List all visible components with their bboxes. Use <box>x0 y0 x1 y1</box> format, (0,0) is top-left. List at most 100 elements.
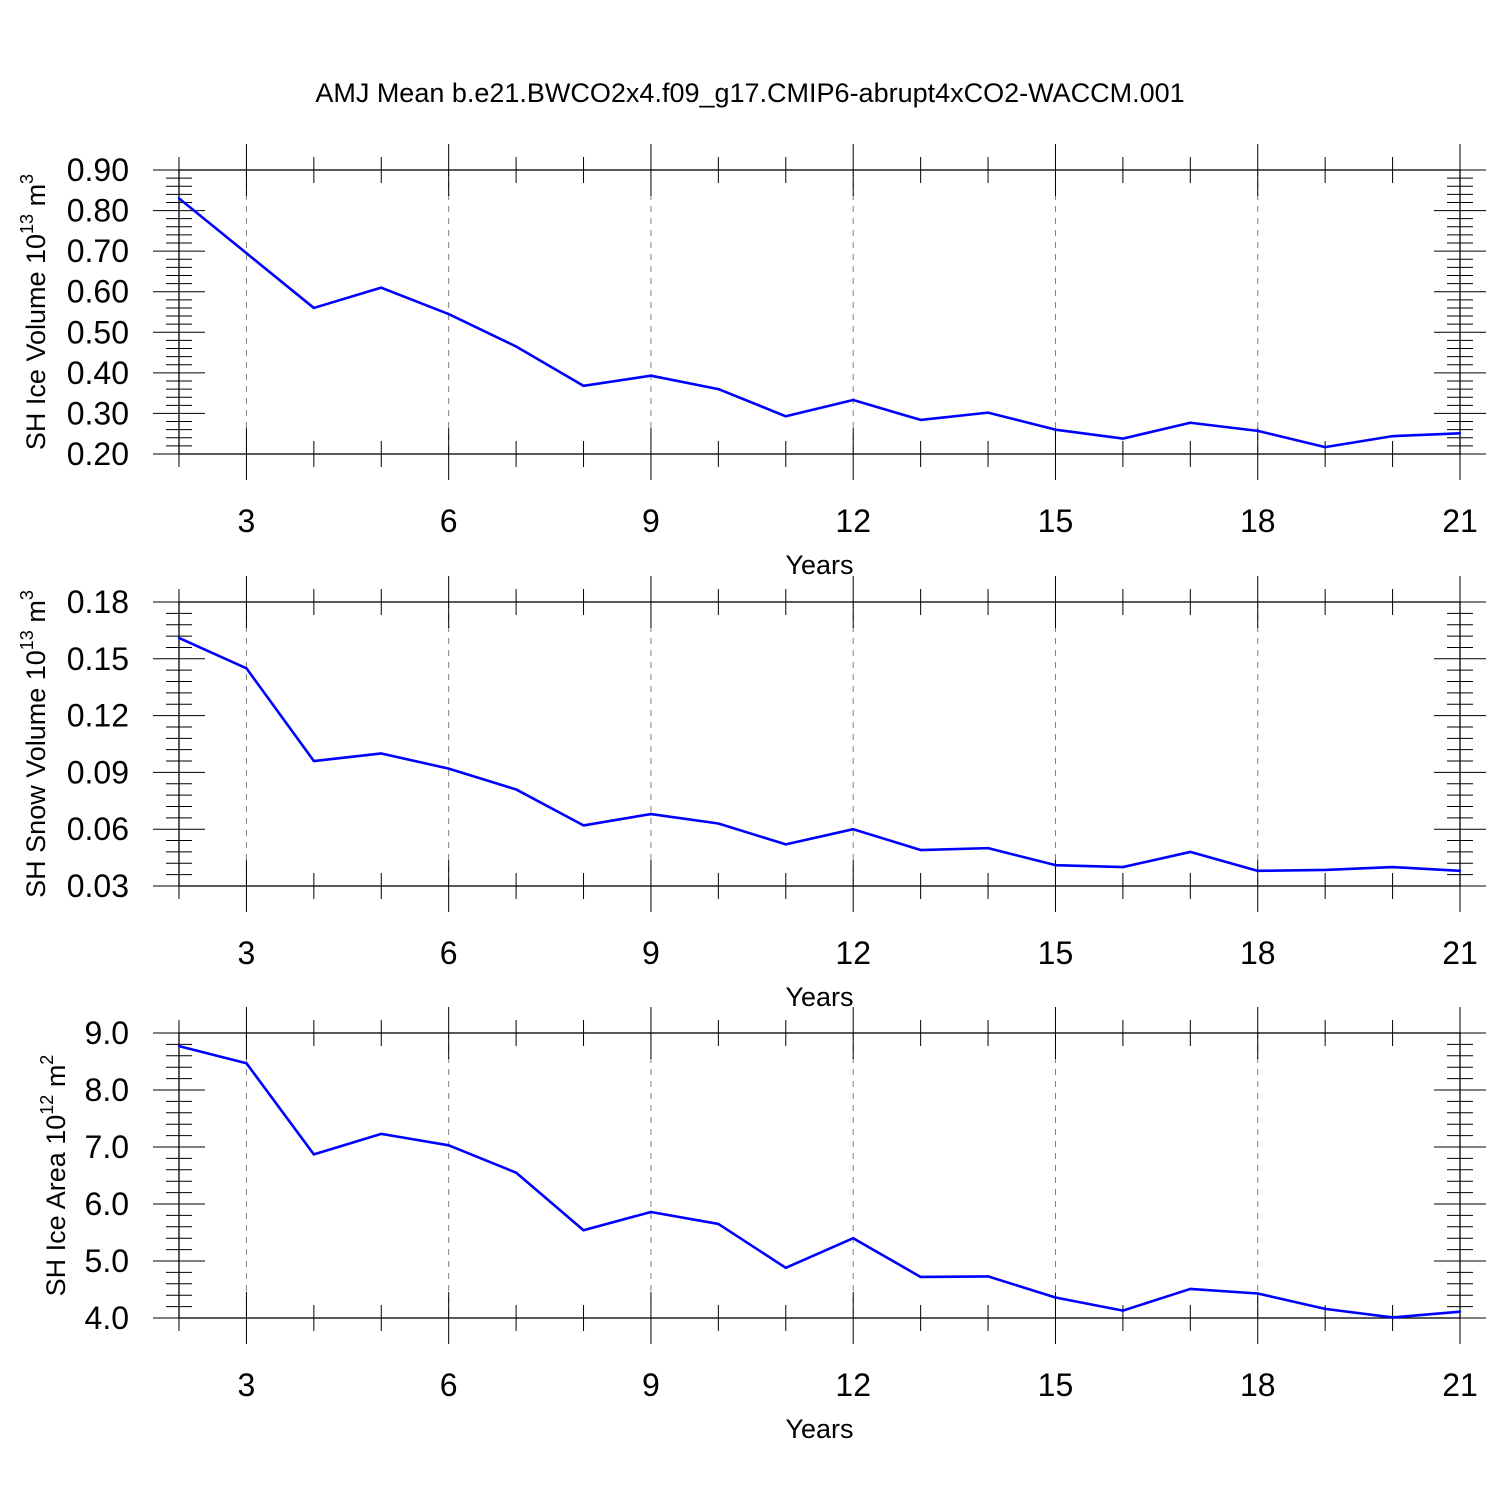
y-axis-title-unit-exponent: 3 <box>17 590 37 600</box>
x-tick-label: 3 <box>238 1367 256 1403</box>
y-axis-title-text: SH Ice Volume 10 <box>21 234 51 450</box>
data-point <box>986 1275 990 1278</box>
y-axis-title: SH Ice Area 1012 m2 <box>37 1055 71 1297</box>
data-point <box>649 812 653 816</box>
data-point <box>245 251 248 255</box>
x-tick-label: 6 <box>440 1367 458 1403</box>
data-point <box>717 387 720 391</box>
x-tick-label: 9 <box>642 935 660 971</box>
data-point <box>1121 1309 1125 1312</box>
data-point <box>717 1222 720 1226</box>
data-point <box>177 636 181 640</box>
y-tick-label: 0.15 <box>67 641 129 677</box>
y-tick-label: 0.40 <box>67 355 129 391</box>
data-point <box>1391 865 1394 869</box>
data-point <box>312 306 316 310</box>
panel-3: 3 6 9 12 15 18 21 4.0 5.0 6.0 7.0 8.0 9.0 Years SH Ice… <box>37 1007 1486 1444</box>
data-point <box>852 1237 855 1240</box>
x-tick-label: 15 <box>1038 1367 1074 1403</box>
y-axis-title-unit-exponent: 2 <box>37 1055 57 1065</box>
x-axis-title: Years <box>785 550 853 580</box>
data-point <box>514 788 518 791</box>
y-axis-title-unit-exponent: 3 <box>17 174 37 184</box>
figure-title: AMJ Mean b.e21.BWCO2x4.f09_g17.CMIP6-abr… <box>315 78 1185 108</box>
plot-frame <box>178 169 1461 455</box>
x-tick-label: 18 <box>1240 935 1276 971</box>
y-tick-label: 0.06 <box>67 811 129 847</box>
data-point <box>649 1210 653 1214</box>
data-point <box>245 1062 248 1065</box>
data-point <box>582 824 585 827</box>
data-point <box>717 822 720 825</box>
x-tick-label: 3 <box>238 503 256 539</box>
data-point <box>919 848 922 852</box>
data-point <box>1391 1316 1394 1319</box>
data-point <box>986 411 990 414</box>
data-point <box>1121 437 1125 440</box>
y-tick-label: 0.80 <box>67 193 129 229</box>
data-point <box>380 286 383 289</box>
data-point <box>447 312 450 316</box>
plot-frame <box>178 601 1461 887</box>
y-tick-label: 6.0 <box>85 1186 129 1222</box>
data-point <box>1256 429 1259 433</box>
y-tick-label: 0.12 <box>67 698 129 734</box>
data-point <box>1391 434 1394 438</box>
data-point <box>1458 432 1462 435</box>
panel-1: 3 6 9 12 15 18 21 0.20 0.30 0.40 0.50 0.60 0.70 0.80 0… <box>17 144 1486 580</box>
x-tick-label: 9 <box>642 1367 660 1403</box>
x-tick-label: 21 <box>1442 935 1478 971</box>
data-point <box>514 345 518 348</box>
data-point <box>1256 869 1259 873</box>
data-point <box>380 752 383 755</box>
data-point <box>1121 865 1125 869</box>
series-line <box>178 1044 1461 1319</box>
data-point <box>1323 868 1327 872</box>
y-tick-label: 0.50 <box>67 314 129 350</box>
y-tick-label: 8.0 <box>85 1072 129 1108</box>
y-axis-title-unit: m <box>21 184 51 214</box>
data-point <box>514 1171 518 1174</box>
x-tick-label: 6 <box>440 503 458 539</box>
data-point <box>582 384 585 388</box>
x-tick-label: 12 <box>835 935 871 971</box>
panel-2: 3 6 9 12 15 18 21 0.03 0.06 0.09 0.12 0.15 0.18 Years… <box>17 576 1486 1012</box>
series-line <box>178 197 1461 449</box>
data-point <box>447 1144 450 1147</box>
y-tick-label: 0.20 <box>67 436 129 472</box>
data-point <box>1189 850 1192 854</box>
y-tick-label: 0.03 <box>67 868 129 904</box>
y-axis-title: SH Snow Volume 1013 m3 <box>17 590 51 898</box>
data-point <box>312 1153 316 1156</box>
data-point <box>1189 421 1192 424</box>
x-tick-label: 21 <box>1442 1367 1478 1403</box>
data-point <box>784 843 787 846</box>
x-axis-title: Years <box>785 982 853 1012</box>
data-point <box>1458 869 1462 873</box>
x-tick-label: 18 <box>1240 503 1276 539</box>
data-point <box>1054 428 1057 431</box>
x-tick-label: 15 <box>1038 935 1074 971</box>
data-point <box>582 1229 585 1232</box>
y-tick-label: 0.18 <box>67 584 129 620</box>
y-tick-label: 4.0 <box>85 1300 129 1336</box>
y-axis-title-exponent: 13 <box>17 630 37 650</box>
y-tick-label: 0.09 <box>67 754 129 790</box>
data-point <box>852 828 855 831</box>
y-axis-title-exponent: 12 <box>37 1095 57 1115</box>
y-tick-label: 0.70 <box>67 233 129 269</box>
x-tick-label: 3 <box>238 935 256 971</box>
data-point <box>380 1132 383 1136</box>
data-point <box>1189 1287 1192 1291</box>
data-point <box>784 1266 787 1270</box>
x-tick-label: 9 <box>642 503 660 539</box>
data-point <box>1323 1307 1327 1311</box>
data-point <box>312 759 316 763</box>
y-tick-label: 0.30 <box>67 395 129 431</box>
plot-frame <box>178 1032 1461 1319</box>
y-axis-title-unit: m <box>21 600 51 630</box>
data-point <box>447 767 450 770</box>
data-point <box>1054 1296 1057 1299</box>
